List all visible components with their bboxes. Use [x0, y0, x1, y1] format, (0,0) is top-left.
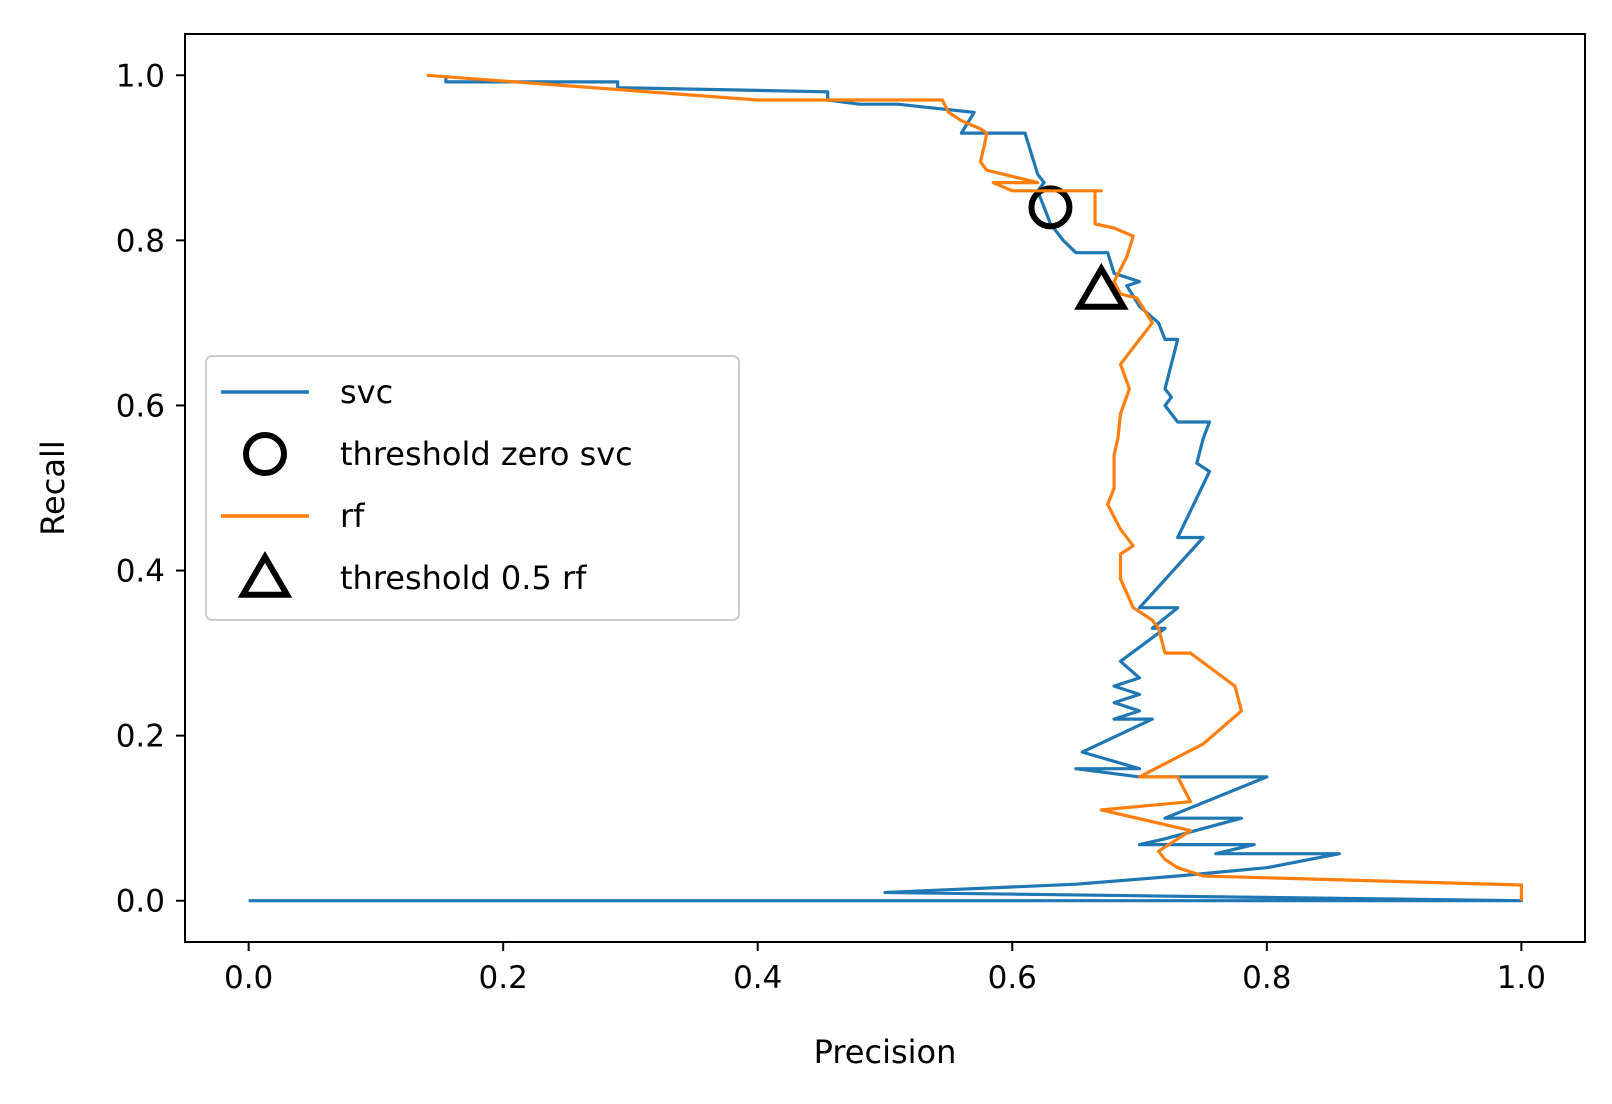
y-tick-label: 0.0: [116, 884, 165, 920]
x-tick-label: 0.2: [479, 960, 528, 996]
x-tick-label: 0.0: [224, 960, 273, 996]
y-tick-label: 1.0: [116, 58, 165, 94]
y-tick-label: 0.4: [116, 554, 165, 590]
y-tick-label: 0.6: [116, 388, 165, 424]
series-line-svc: [248, 75, 1523, 903]
legend-label-threshold-0-5-rf: threshold 0.5 rf: [340, 559, 587, 597]
marker-threshold-zero-svc: [1028, 185, 1073, 230]
x-tick-label: 1.0: [1497, 960, 1546, 996]
x-tick-label: 0.8: [1242, 960, 1291, 996]
legend: svc threshold zero svc rf threshold 0.5 rf: [205, 355, 740, 621]
legend-box: [205, 355, 740, 621]
axis-ticks: 0.0 0.2 0.4 0.6 0.8 1.0 0.0 0.2 0.4 0.6 0.8 1.0: [116, 58, 1546, 996]
legend-key-threshold-0-5-rf: [237, 551, 293, 598]
marker-threshold-0-5-rf: [1074, 262, 1129, 310]
axes-frame: [184, 33, 1586, 943]
series-line-rf: [426, 73, 1523, 901]
y-tick-label: 0.2: [116, 719, 165, 755]
x-tick-label: 0.4: [733, 960, 782, 996]
legend-label-svc: svc: [340, 373, 393, 411]
plot-area: [248, 73, 1523, 903]
legend-label-rf: rf: [340, 497, 365, 535]
legend-key-threshold-zero-svc: [243, 432, 287, 476]
y-tick-label: 0.8: [116, 223, 165, 259]
legend-label-threshold-zero-svc: threshold zero svc: [340, 435, 633, 473]
x-axis-label: Precision: [814, 1033, 957, 1071]
y-axis-label: Recall: [34, 440, 72, 535]
x-tick-label: 0.6: [988, 960, 1037, 996]
